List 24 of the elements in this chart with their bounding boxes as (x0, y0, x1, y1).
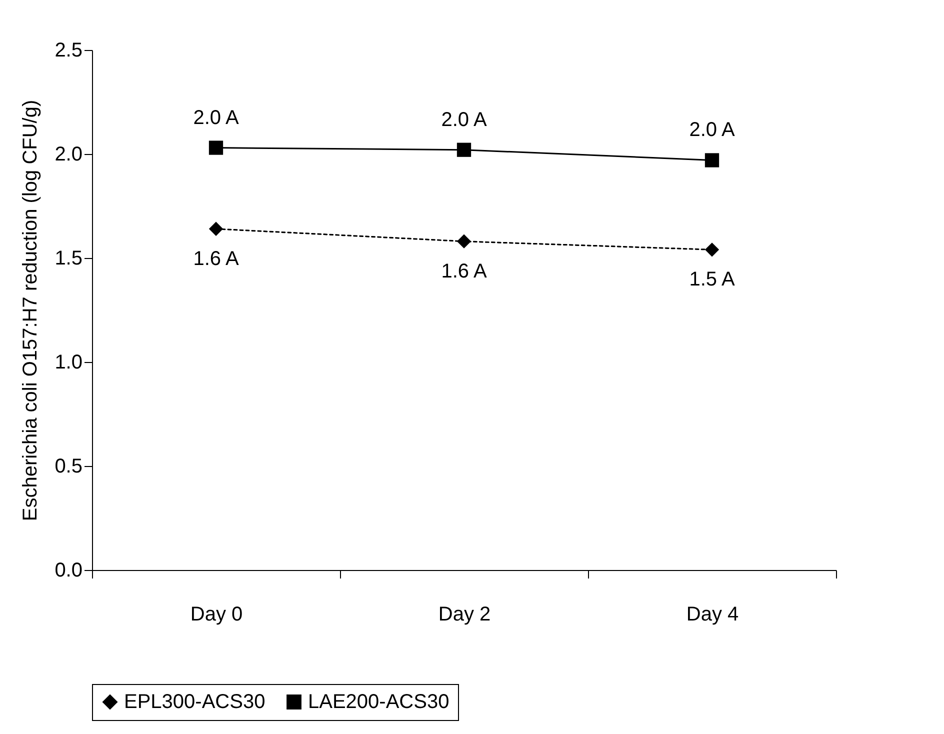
y-tick-label: 2.5 (54, 40, 82, 62)
data-label: 1.5 A (689, 268, 736, 291)
point (704, 153, 720, 168)
data-label: 1.6 A (193, 248, 240, 270)
x-tick-label: Day 2 (438, 604, 491, 626)
point (208, 140, 224, 155)
legend-label: EPL300-ACS30 (124, 691, 266, 713)
legend-label: LAE200-ACS30 (308, 691, 450, 713)
point (704, 242, 720, 257)
point (208, 222, 224, 236)
y-axis-title: Escherichia coli O157:H7 reduction (log CFU/g) (20, 100, 42, 522)
y-tick-label: 0.0 (54, 560, 82, 582)
data-label: 2.0 A (441, 108, 488, 131)
point (456, 234, 472, 248)
x-tick-label: Day 0 (190, 604, 243, 626)
x-tick-label: Day 4 (686, 604, 739, 626)
data-label: 2.0 A (193, 106, 240, 129)
point (456, 142, 472, 157)
y-tick-label: 1.0 (54, 352, 82, 374)
y-tick-label: 1.5 (54, 248, 82, 270)
data-label: 2.0 A (689, 119, 736, 142)
data-label: 1.6 A (441, 260, 488, 282)
y-tick-label: 0.5 (54, 456, 82, 478)
y-tick-label: 2.0 (54, 144, 82, 166)
